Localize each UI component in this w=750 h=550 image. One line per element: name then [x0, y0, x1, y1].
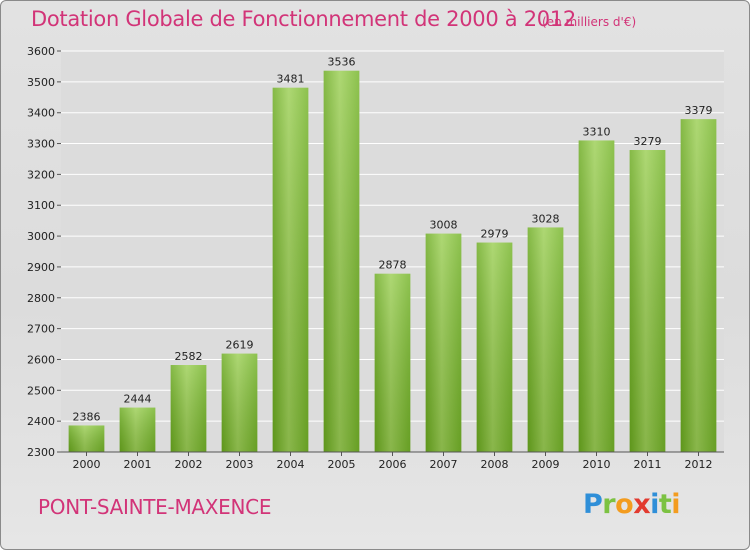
data-label-2006: 2878	[379, 259, 407, 272]
y-tick-label: 2800	[27, 292, 55, 305]
x-tick-label-2002: 2002	[175, 458, 203, 471]
data-label-2010: 3310	[583, 125, 611, 138]
x-tick-label-2005: 2005	[328, 458, 356, 471]
logo-letter: i	[671, 489, 681, 520]
bar-shade-2006	[374, 273, 411, 452]
bar-shade-2001	[119, 407, 156, 452]
bar-shade-2008	[476, 242, 513, 452]
bar-shade-2005	[323, 70, 360, 452]
y-tick-label: 3200	[27, 168, 55, 181]
bar-shade-2002	[170, 365, 207, 452]
x-tick-label-2011: 2011	[634, 458, 662, 471]
proxiti-logo: Proxiti	[583, 489, 681, 520]
bar-shade-2009	[527, 227, 564, 452]
data-label-2005: 3536	[328, 56, 356, 69]
bars: 2386 2444 2582 2619 3481 3536 2878 3008 2979 3028…	[68, 56, 717, 453]
chart-subtitle: (en milliers d'€)	[542, 15, 637, 29]
y-tick-label: 3000	[27, 230, 55, 243]
data-label-2009: 3028	[532, 212, 560, 225]
y-tick-label: 2600	[27, 353, 55, 366]
logo-letter: r	[602, 489, 616, 520]
data-label-2012: 3379	[685, 104, 713, 117]
bar-shade-2010	[578, 140, 615, 452]
bar-shade-2000	[68, 425, 105, 452]
y-tick-label: 3100	[27, 199, 55, 212]
data-label-2011: 3279	[634, 135, 662, 148]
x-tick-label-2009: 2009	[532, 458, 560, 471]
y-tick-label: 3600	[27, 45, 55, 58]
y-tick-label: 2300	[27, 446, 55, 459]
data-label-2001: 2444	[124, 393, 152, 406]
data-label-2003: 2619	[226, 339, 254, 352]
y-tick-label: 2700	[27, 323, 55, 336]
data-label-2008: 2979	[481, 228, 509, 241]
x-tick-label-2007: 2007	[430, 458, 458, 471]
y-axis: 2300 2400 2500 2600 2700 2800 2900 3000 3100 3200…	[27, 45, 61, 459]
data-label-2007: 3008	[430, 219, 458, 232]
x-tick-label-2000: 2000	[73, 458, 101, 471]
y-tick-label: 3400	[27, 107, 55, 120]
bar-shade-2004	[272, 87, 309, 453]
bar-shade-2012	[680, 119, 717, 453]
y-tick-label: 2500	[27, 384, 55, 397]
logo-letter: i	[650, 489, 659, 520]
y-tick-label: 3500	[27, 76, 55, 89]
bar-shade-2007	[425, 233, 462, 452]
logo-letter: o	[615, 489, 634, 520]
x-tick-label-2006: 2006	[379, 458, 407, 471]
x-tick-label-2001: 2001	[124, 458, 152, 471]
chart-title: Dotation Globale de Fonctionnement de 20…	[31, 7, 576, 31]
x-tick-label-2003: 2003	[226, 458, 254, 471]
bar-shade-2011	[629, 150, 666, 452]
logo-letter: t	[658, 489, 672, 520]
bar-shade-2003	[221, 353, 258, 452]
logo-letter: x	[633, 489, 651, 520]
y-tick-label: 3300	[27, 138, 55, 151]
x-axis: 2000 2001 2002 2003 2004 2005 2006 2007 2008 2009…	[61, 451, 724, 471]
y-tick-label: 2900	[27, 261, 55, 274]
y-tick-label: 2400	[27, 415, 55, 428]
x-tick-label-2008: 2008	[481, 458, 509, 471]
data-label-2002: 2582	[175, 350, 203, 363]
x-tick-label-2012: 2012	[685, 458, 713, 471]
data-label-2004: 3481	[277, 73, 305, 86]
data-label-2000: 2386	[73, 410, 101, 423]
commune-name: PONT-SAINTE-MAXENCE	[38, 495, 272, 519]
logo-letter: P	[583, 489, 603, 520]
x-tick-label-2010: 2010	[583, 458, 611, 471]
x-tick-label-2004: 2004	[277, 458, 305, 471]
